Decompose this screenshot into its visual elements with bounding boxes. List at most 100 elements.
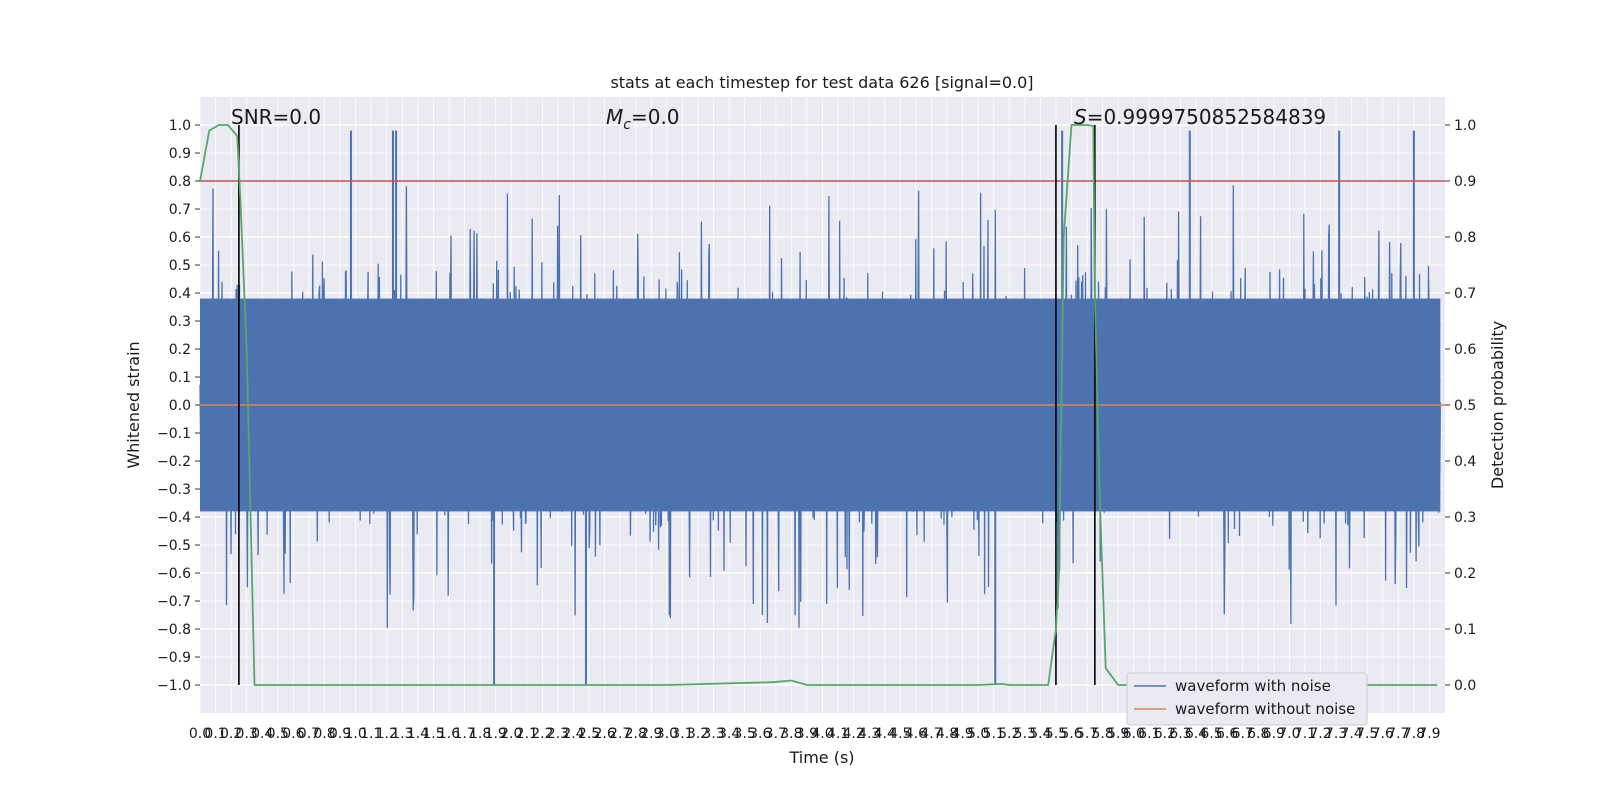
x-tick-label: 3.6 bbox=[749, 726, 771, 742]
x-tick-label: 0.2 bbox=[220, 726, 242, 742]
x-tick-label: 4.2 bbox=[842, 726, 864, 742]
y-axis-label: Whitened strain bbox=[124, 341, 143, 468]
x-tick-label: 7.5 bbox=[1356, 726, 1378, 742]
x-tick-label: 6.7 bbox=[1232, 726, 1254, 742]
x-tick-label: 2.1 bbox=[516, 726, 538, 742]
y-axis-right-label: Detection probability bbox=[1488, 321, 1507, 489]
x-tick-label: 3.0 bbox=[656, 726, 678, 742]
y-right-tick-label: 0.7 bbox=[1454, 286, 1476, 302]
annotation-mc-symbol: M bbox=[606, 105, 623, 129]
x-tick-label: 7.0 bbox=[1278, 726, 1300, 742]
y-axis-right: 0.0 0.1 0.2 0.3 0.4 0.5 0.6 0.7 0.8 0.9 1.0 bbox=[1445, 118, 1476, 694]
x-tick-label: 0.5 bbox=[267, 726, 289, 742]
annotation-snr: SNR=0.0 bbox=[231, 105, 321, 129]
x-tick-label: 2.2 bbox=[531, 726, 553, 742]
x-tick-label: 6.6 bbox=[1216, 726, 1238, 742]
x-tick-label: 2.4 bbox=[562, 726, 584, 742]
series-detection-probability bbox=[199, 124, 1438, 686]
x-tick-label: 3.3 bbox=[702, 726, 724, 742]
x-tick-label: 1.4 bbox=[407, 726, 429, 742]
y-right-tick-label: 0.6 bbox=[1454, 342, 1476, 358]
y-right-tick-label: 0.3 bbox=[1454, 510, 1476, 526]
x-tick-label: 7.6 bbox=[1372, 726, 1394, 742]
x-tick-label: 3.7 bbox=[765, 726, 787, 742]
x-tick-label: 6.9 bbox=[1263, 726, 1285, 742]
x-tick-label: 7.7 bbox=[1387, 726, 1409, 742]
x-tick-label: 6.4 bbox=[1185, 726, 1207, 742]
x-tick-label: 4.8 bbox=[936, 726, 958, 742]
y-tick-label: −0.6 bbox=[157, 566, 191, 582]
x-tick-label: 3.2 bbox=[687, 726, 709, 742]
overlays bbox=[199, 124, 1445, 686]
x-tick-label: 3.1 bbox=[671, 726, 693, 742]
y-tick-label: 1.0 bbox=[169, 118, 191, 134]
y-tick-label: 0.5 bbox=[169, 258, 191, 274]
x-tick-label: 2.8 bbox=[625, 726, 647, 742]
x-tick-label: 4.4 bbox=[874, 726, 896, 742]
y-right-tick-label: 0.1 bbox=[1454, 622, 1476, 638]
x-tick-label: 4.9 bbox=[951, 726, 973, 742]
x-tick-label: 7.3 bbox=[1325, 726, 1347, 742]
annotation-s-symbol: S bbox=[1074, 105, 1087, 129]
annotation-mc-value: =0.0 bbox=[631, 105, 680, 129]
annotation-s-value: =0.9999750852584839 bbox=[1087, 105, 1326, 129]
x-tick-label: 1.7 bbox=[453, 726, 475, 742]
y-right-tick-label: 0.5 bbox=[1454, 398, 1476, 414]
y-tick-label: 0.7 bbox=[169, 202, 191, 218]
y-tick-label: 0.6 bbox=[169, 230, 191, 246]
x-tick-label: 6.5 bbox=[1200, 726, 1222, 742]
x-tick-label: 3.8 bbox=[780, 726, 802, 742]
y-tick-label: 0.2 bbox=[169, 342, 191, 358]
x-tick-label: 6.8 bbox=[1247, 726, 1269, 742]
y-tick-label: −1.0 bbox=[157, 678, 191, 694]
x-tick-label: 0.0 bbox=[189, 726, 211, 742]
x-tick-label: 7.4 bbox=[1340, 726, 1362, 742]
y-right-tick-label: 0.9 bbox=[1454, 174, 1476, 190]
x-tick-label: 0.4 bbox=[251, 726, 273, 742]
y-tick-label: 0.0 bbox=[169, 398, 191, 414]
x-tick-label: 5.8 bbox=[1091, 726, 1113, 742]
y-right-tick-label: 0.0 bbox=[1454, 678, 1476, 694]
y-right-tick-label: 1.0 bbox=[1454, 118, 1476, 134]
y-tick-label: 0.1 bbox=[169, 370, 191, 386]
x-tick-label: 5.9 bbox=[1107, 726, 1129, 742]
x-tick-label: 1.9 bbox=[485, 726, 507, 742]
x-axis: 0.00.10.20.30.40.50.60.70.80.91.01.11.21… bbox=[189, 726, 1441, 742]
x-tick-label: 4.0 bbox=[811, 726, 833, 742]
x-tick-label: 3.5 bbox=[734, 726, 756, 742]
y-tick-label: −0.2 bbox=[157, 454, 191, 470]
x-tick-label: 7.8 bbox=[1403, 726, 1425, 742]
x-tick-label: 5.3 bbox=[1014, 726, 1036, 742]
x-tick-label: 2.6 bbox=[593, 726, 615, 742]
x-tick-label: 4.7 bbox=[920, 726, 942, 742]
x-tick-label: 7.2 bbox=[1309, 726, 1331, 742]
x-tick-label: 6.3 bbox=[1169, 726, 1191, 742]
x-tick-label: 1.8 bbox=[469, 726, 491, 742]
x-tick-label: 5.1 bbox=[983, 726, 1005, 742]
x-tick-label: 4.6 bbox=[905, 726, 927, 742]
x-tick-label: 2.5 bbox=[578, 726, 600, 742]
annotation-mc: Mc=0.0 bbox=[606, 105, 680, 133]
x-tick-label: 5.2 bbox=[998, 726, 1020, 742]
y-tick-label: −0.8 bbox=[157, 622, 191, 638]
x-tick-label: 7.1 bbox=[1294, 726, 1316, 742]
x-tick-label: 0.7 bbox=[298, 726, 320, 742]
x-tick-label: 1.2 bbox=[376, 726, 398, 742]
y-tick-label: −0.4 bbox=[157, 510, 191, 526]
x-tick-label: 2.3 bbox=[547, 726, 569, 742]
y-tick-label: 0.9 bbox=[169, 146, 191, 162]
x-tick-label: 0.8 bbox=[313, 726, 335, 742]
x-tick-label: 4.5 bbox=[889, 726, 911, 742]
x-tick-label: 3.9 bbox=[796, 726, 818, 742]
x-tick-label: 4.1 bbox=[827, 726, 849, 742]
x-tick-label: 1.6 bbox=[438, 726, 460, 742]
x-tick-label: 4.3 bbox=[858, 726, 880, 742]
y-tick-label: −0.1 bbox=[157, 426, 191, 442]
x-tick-label: 5.0 bbox=[967, 726, 989, 742]
x-tick-label: 2.9 bbox=[640, 726, 662, 742]
chart-title: stats at each timestep for test data 626… bbox=[610, 73, 1033, 92]
legend-label-noise: waveform with noise bbox=[1175, 677, 1331, 695]
y-right-tick-label: 0.2 bbox=[1454, 566, 1476, 582]
x-tick-label: 6.1 bbox=[1138, 726, 1160, 742]
x-tick-label: 5.7 bbox=[1076, 726, 1098, 742]
